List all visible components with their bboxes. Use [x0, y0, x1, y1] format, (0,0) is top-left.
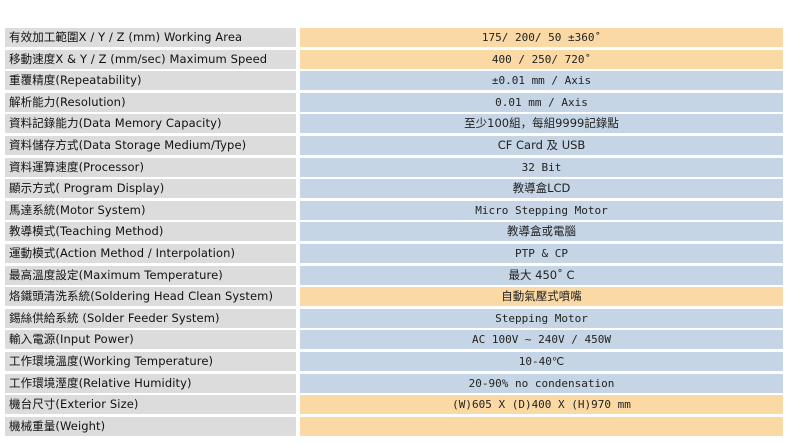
spec-divider: [296, 28, 300, 47]
spec-label: 錫絲供給系統 (Solder Feeder System): [5, 308, 296, 328]
spec-label: 工作環境溫度(Working Temperature): [5, 351, 296, 371]
spec-row-11: 運動模式(Action Method / Interpolation) PTP …: [5, 243, 783, 263]
spec-value: 自動氣壓式噴嘴: [300, 287, 783, 307]
spec-divider: [296, 200, 300, 220]
spec-label: 移動速度X & Y / Z (mm/sec) Maximum Speed: [5, 49, 296, 69]
spec-row-4: 解析能力(Resolution) 0.01 mm / Axis: [5, 92, 783, 112]
spec-label: 馬達系統(Motor System): [5, 200, 296, 220]
spec-divider: [296, 92, 300, 112]
spec-value: CF Card 及 USB: [300, 135, 783, 155]
spec-row-14: 錫絲供給系統 (Solder Feeder System) Stepping M…: [5, 308, 783, 328]
spec-value: ±0.01 mm / Axis: [300, 71, 783, 91]
spec-label: 重覆精度(Repeatability): [5, 71, 296, 91]
spec-divider: [296, 287, 300, 307]
spec-divider: [296, 265, 300, 285]
spec-divider: [296, 135, 300, 155]
spec-value: 最大 450˚ C: [300, 265, 783, 285]
spec-label: 工作環境溼度(Relative Humidity): [5, 373, 296, 393]
spec-label: 解析能力(Resolution): [5, 92, 296, 112]
spec-row-12: 最高溫度設定(Maximum Temperature) 最大 450˚ C: [5, 265, 783, 285]
spec-row-18: 機台尺寸(Exterior Size) (W)605 X (D)400 X (H…: [5, 395, 783, 415]
spec-row-10: 教導模式(Teaching Method) 教導盒或電腦: [5, 222, 783, 242]
spec-value: 20-90% no condensation: [300, 373, 783, 393]
spec-value: Stepping Motor: [300, 308, 783, 328]
spec-divider: [296, 373, 300, 393]
spec-label: 有效加工範圍X / Y / Z (mm) Working Area: [5, 28, 296, 47]
spec-label: 輸入電源(Input Power): [5, 330, 296, 350]
spec-row-7: 資料運算速度(Processor) 32 Bit: [5, 157, 783, 177]
spec-value: 10-40℃: [300, 351, 783, 371]
spec-row-5: 資料記錄能力(Data Memory Capacity) 至少100組，每組99…: [5, 114, 783, 134]
spec-value: 教導盒LCD: [300, 179, 783, 199]
spec-row-16: 工作環境溫度(Working Temperature) 10-40℃: [5, 351, 783, 371]
spec-row-17: 工作環境溼度(Relative Humidity) 20-90% no cond…: [5, 373, 783, 393]
spec-label: 資料儲存方式(Data Storage Medium/Type): [5, 135, 296, 155]
spec-label: 顯示方式( Program Display): [5, 179, 296, 199]
spec-divider: [296, 71, 300, 91]
spec-label: 運動模式(Action Method / Interpolation): [5, 243, 296, 263]
spec-value: 至少100組，每組9999記錄點: [300, 114, 783, 134]
spec-value: [300, 416, 783, 436]
spec-divider: [296, 157, 300, 177]
spec-row-15: 輸入電源(Input Power) AC 100V ~ 240V / 450W: [5, 330, 783, 350]
spec-label: 最高溫度設定(Maximum Temperature): [5, 265, 296, 285]
spec-row-6: 資料儲存方式(Data Storage Medium/Type) CF Card…: [5, 135, 783, 155]
spec-value: AC 100V ~ 240V / 450W: [300, 330, 783, 350]
spec-value: (W)605 X (D)400 X (H)970 mm: [300, 395, 783, 415]
spec-label: 資料運算速度(Processor): [5, 157, 296, 177]
spec-row-9: 馬達系統(Motor System) Micro Stepping Motor: [5, 200, 783, 220]
spec-label: 機械重量(Weight): [5, 416, 296, 436]
spec-row-3: 重覆精度(Repeatability) ±0.01 mm / Axis: [5, 71, 783, 91]
spec-label: 資料記錄能力(Data Memory Capacity): [5, 114, 296, 134]
spec-row-19: 機械重量(Weight): [5, 416, 783, 436]
spec-divider: [296, 330, 300, 350]
spec-divider: [296, 416, 300, 436]
spec-value: PTP & CP: [300, 243, 783, 263]
spec-divider: [296, 395, 300, 415]
spec-divider: [296, 114, 300, 134]
spec-row-13: 烙鐵頭清洗系統(Soldering Head Clean System) 自動氣…: [5, 287, 783, 307]
spec-value: Micro Stepping Motor: [300, 200, 783, 220]
spec-row-8: 顯示方式( Program Display) 教導盒LCD: [5, 179, 783, 199]
spec-row-1: 有效加工範圍X / Y / Z (mm) Working Area 175/ 2…: [5, 28, 783, 47]
spec-divider: [296, 49, 300, 69]
spec-value: 175/ 200/ 50 ±360˚: [300, 28, 783, 47]
spec-row-2: 移動速度X & Y / Z (mm/sec) Maximum Speed 400…: [5, 49, 783, 69]
spec-label: 教導模式(Teaching Method): [5, 222, 296, 242]
spec-divider: [296, 179, 300, 199]
spec-divider: [296, 243, 300, 263]
spec-divider: [296, 308, 300, 328]
spec-divider: [296, 351, 300, 371]
spec-value: 32 Bit: [300, 157, 783, 177]
spec-label: 烙鐵頭清洗系統(Soldering Head Clean System): [5, 287, 296, 307]
spec-value: 0.01 mm / Axis: [300, 92, 783, 112]
spec-label: 機台尺寸(Exterior Size): [5, 395, 296, 415]
spec-table: 有效加工範圍X / Y / Z (mm) Working Area 175/ 2…: [5, 28, 783, 438]
spec-value: 400 / 250/ 720˚: [300, 49, 783, 69]
spec-value: 教導盒或電腦: [300, 222, 783, 242]
spec-divider: [296, 222, 300, 242]
